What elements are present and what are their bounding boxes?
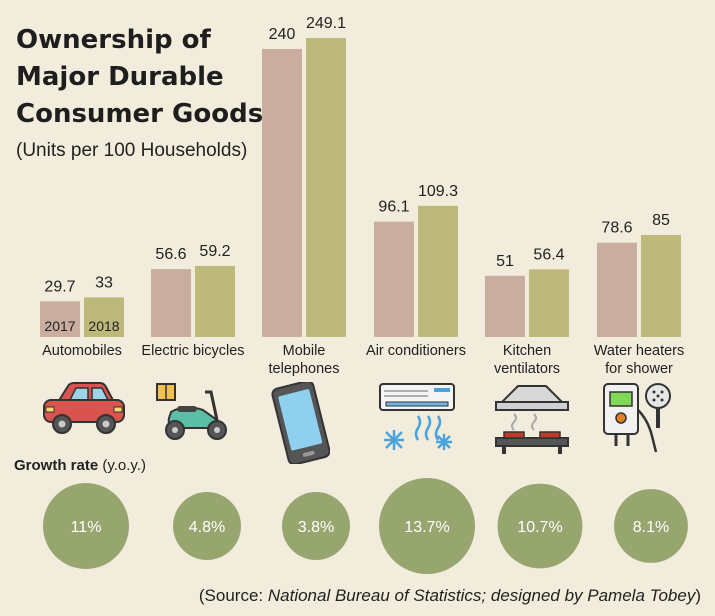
bar-2018-4 (529, 269, 569, 337)
growth-rate-title: Growth rate (14, 457, 99, 474)
mobile-phone-icon (271, 382, 330, 464)
bar-2018-0 (84, 297, 124, 337)
source-org: National Bureau of Statistics; designed … (267, 586, 696, 605)
category-label-2-0: Mobile (283, 343, 326, 359)
source-suffix: ) (695, 586, 701, 605)
growth-value-1: 4.8% (189, 519, 225, 536)
bar-2018-5 (641, 235, 681, 337)
legend-year-2017: 2017 (44, 318, 75, 334)
chart-title: Ownership of Major Durable Consumer Good… (16, 22, 263, 133)
bar-2017-4 (485, 275, 525, 337)
bar-2018-2 (306, 38, 346, 337)
data-label-2017-3: 96.1 (378, 199, 409, 216)
air-conditioner-icon (379, 383, 455, 450)
data-label-2018-1: 59.2 (199, 243, 230, 260)
legend-year-2018: 2018 (88, 318, 119, 334)
growth-circle-1 (173, 492, 241, 560)
growth-circle-4 (497, 483, 583, 569)
category-label-1-0: Electric bicycles (141, 343, 244, 359)
kitchen-ventilator-icon (495, 385, 569, 454)
category-label-0-0: Automobiles (42, 343, 122, 359)
category-label-5-1: for shower (605, 361, 673, 377)
growth-rate-label: Growth rate (y.o.y.) (14, 457, 146, 474)
growth-circle-2 (282, 492, 350, 560)
electric-bicycle-icon (156, 383, 227, 440)
growth-value-0: 11% (71, 519, 102, 536)
category-label-4-1: ventilators (494, 361, 560, 377)
chart-subtitle: (Units per 100 Households) (16, 140, 248, 161)
growth-rate-suffix: (y.o.y.) (102, 457, 146, 474)
data-label-2018-5: 85 (652, 212, 670, 229)
data-label-2018-3: 109.3 (418, 183, 458, 200)
data-label-2018-4: 56.4 (533, 246, 564, 263)
title-line-3: Consumer Goods (16, 99, 264, 129)
growth-circle-3 (379, 478, 475, 574)
data-label-2018-0: 33 (95, 274, 113, 291)
bar-2017-3 (374, 221, 414, 337)
bar-2017-1 (151, 269, 191, 337)
growth-circle-5 (614, 489, 688, 563)
bar-2018-3 (418, 205, 458, 337)
data-label-2017-1: 56.6 (155, 246, 186, 263)
bar-2018-1 (195, 265, 235, 337)
data-label-2017-5: 78.6 (601, 220, 632, 237)
category-label-5-0: Water heaters (594, 343, 685, 359)
growth-value-3: 13.7% (404, 519, 449, 536)
data-label-2018-2: 249.1 (306, 15, 346, 32)
category-label-3-0: Air conditioners (366, 343, 466, 359)
water-heater-icon (603, 383, 671, 453)
bar-2017-5 (597, 242, 637, 337)
category-label-4-0: Kitchen (503, 343, 551, 359)
title-line-2: Major Durable (16, 62, 224, 92)
growth-circle-0 (42, 482, 130, 570)
growth-value-5: 8.1% (633, 519, 669, 536)
source-prefix: (Source: (198, 586, 268, 605)
bar-2017-0 (40, 301, 80, 337)
data-label-2017-4: 51 (496, 253, 514, 270)
category-label-2-1: telephones (269, 361, 340, 377)
growth-value-4: 10.7% (517, 519, 562, 536)
title-line-1: Ownership of (16, 25, 211, 55)
data-label-2017-0: 29.7 (44, 278, 75, 295)
source-note: (Source: National Bureau of Statistics; … (199, 586, 701, 606)
growth-value-2: 3.8% (298, 519, 334, 536)
data-label-2017-2: 240 (269, 26, 296, 43)
car-icon (43, 382, 125, 434)
bar-2017-2 (262, 49, 302, 337)
